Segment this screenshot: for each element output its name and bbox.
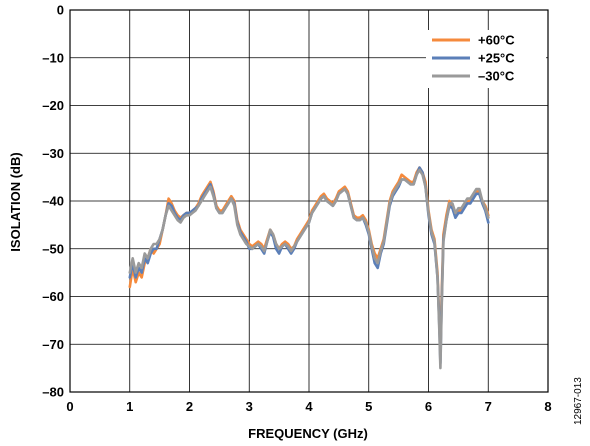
x-tick-label: 6	[425, 399, 432, 414]
series-line	[128, 168, 490, 370]
y-tick-label: –20	[42, 98, 64, 113]
y-tick-label: –30	[42, 146, 64, 161]
series-layer	[128, 166, 490, 370]
x-tick-label: 7	[485, 399, 492, 414]
x-tick-labels: 0 1 2 3 4 5 6 7 8	[66, 399, 551, 414]
legend-label: +60°C	[478, 33, 515, 48]
y-tick-label: –60	[42, 289, 64, 304]
x-tick-label: 5	[365, 399, 372, 414]
legend-label: –30°C	[478, 69, 515, 84]
y-tick-labels: 0 –10 –20 –30 –40 –50 –60 –70 –80	[42, 3, 64, 400]
y-tick-label: –70	[42, 337, 64, 352]
x-tick-label: 0	[66, 399, 73, 414]
y-tick-label: 0	[57, 3, 64, 18]
y-tick-label: –10	[42, 50, 64, 65]
x-axis-title: FREQUENCY (GHz)	[248, 426, 368, 441]
legend-label: +25°C	[478, 51, 515, 66]
y-axis-title: ISOLATION (dB)	[8, 152, 23, 251]
x-tick-label: 1	[126, 399, 133, 414]
legend: +60°C +25°C –30°C	[426, 30, 546, 88]
x-tick-label: 4	[305, 399, 313, 414]
y-tick-label: –40	[42, 194, 64, 209]
y-tick-label: –50	[42, 241, 64, 256]
x-tick-label: 2	[186, 399, 193, 414]
x-tick-label: 8	[544, 399, 551, 414]
x-tick-label: 3	[246, 399, 253, 414]
plot-frame	[69, 9, 549, 393]
figure-id: 12967-013	[573, 377, 584, 425]
y-tick-label: –80	[42, 385, 64, 400]
